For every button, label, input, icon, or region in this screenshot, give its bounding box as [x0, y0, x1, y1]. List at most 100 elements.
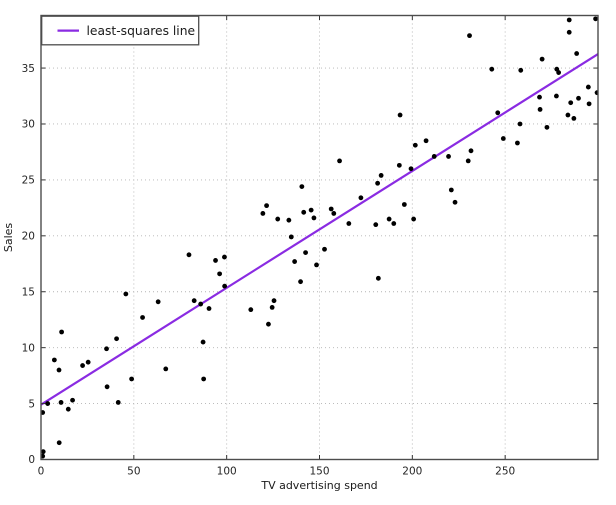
data-point: [70, 397, 75, 403]
y-tick-label: 10: [22, 342, 35, 354]
data-point: [191, 298, 197, 304]
data-point: [566, 29, 572, 35]
data-point: [586, 101, 592, 107]
data-point: [401, 202, 407, 207]
data-point: [515, 140, 520, 146]
data-point: [322, 246, 327, 252]
data-point: [222, 254, 227, 260]
data-point: [45, 401, 51, 406]
data-point: [568, 100, 574, 106]
x-tick-label: 50: [127, 466, 140, 478]
data-point: [58, 400, 64, 405]
y-tick-label: 25: [22, 175, 35, 187]
data-point: [328, 206, 334, 212]
data-point: [452, 199, 458, 205]
data-point: [337, 158, 342, 164]
data-point: [358, 195, 364, 201]
data-point: [386, 216, 392, 222]
x-tick-label: 100: [217, 466, 237, 478]
data-point: [396, 162, 402, 168]
data-point: [375, 180, 381, 186]
data-point: [566, 17, 572, 23]
data-point: [123, 291, 129, 297]
y-tick-label: 0: [28, 454, 35, 466]
data-point: [213, 258, 218, 263]
data-point: [465, 158, 471, 164]
data-point: [129, 376, 135, 382]
data-point: [495, 110, 501, 116]
y-axis-label: Sales: [2, 223, 15, 253]
data-point: [373, 222, 379, 228]
data-point: [286, 217, 292, 223]
data-point: [271, 298, 277, 304]
data-point: [593, 16, 598, 22]
data-point: [539, 56, 545, 62]
data-layer: [41, 16, 598, 459]
data-point: [85, 359, 91, 365]
data-point: [303, 250, 308, 255]
data-point: [314, 262, 319, 268]
data-point: [576, 95, 581, 101]
data-point: [201, 376, 207, 382]
data-point: [264, 203, 269, 209]
data-point: [59, 329, 65, 335]
legend-label: least-squares line: [87, 24, 196, 38]
x-tick-label: 250: [495, 466, 515, 478]
data-point: [260, 211, 266, 216]
data-point: [537, 94, 542, 100]
x-tick-label: 200: [402, 466, 422, 478]
plot-border: [40, 14, 599, 461]
data-point: [489, 66, 495, 72]
data-point: [537, 107, 543, 112]
data-point: [299, 184, 305, 190]
data-point: [431, 154, 437, 159]
regression-line: [41, 52, 598, 406]
data-point: [222, 283, 228, 289]
data-point: [594, 90, 598, 96]
grid-layer: [40, 15, 598, 460]
y-tick-label: 35: [22, 63, 35, 75]
data-point: [41, 410, 46, 415]
data-point: [518, 67, 524, 73]
data-point: [375, 275, 381, 281]
data-point: [311, 215, 317, 221]
data-point: [275, 216, 281, 222]
data-point: [41, 453, 46, 459]
data-point: [500, 136, 506, 141]
data-point: [378, 173, 384, 178]
data-point: [574, 51, 580, 56]
data-point: [155, 299, 161, 305]
x-axis-label: TV advertising spend: [260, 479, 377, 492]
plot-area: [41, 15, 598, 460]
data-point: [186, 252, 192, 258]
y-tick-label: 5: [28, 398, 35, 410]
data-point: [206, 306, 212, 311]
data-point: [544, 124, 550, 130]
data-point: [423, 138, 429, 144]
data-point: [467, 33, 472, 39]
data-point: [565, 112, 571, 118]
data-point: [292, 259, 298, 264]
data-point: [104, 384, 110, 390]
data-point: [446, 154, 451, 159]
data-point: [56, 367, 62, 373]
data-point: [585, 84, 591, 90]
data-point: [331, 211, 337, 216]
data-point: [248, 307, 254, 313]
data-point: [301, 209, 307, 215]
data-point: [397, 112, 403, 118]
data-point: [346, 221, 352, 226]
data-point: [554, 93, 559, 99]
data-point: [266, 321, 271, 327]
data-point: [411, 216, 417, 222]
data-point: [217, 271, 223, 277]
data-point: [468, 148, 474, 154]
x-tick-label: 0: [38, 466, 45, 478]
data-point: [391, 221, 397, 226]
x-tick-label: 150: [309, 466, 329, 478]
data-point: [80, 363, 85, 368]
data-point: [56, 440, 62, 446]
data-point: [517, 121, 523, 127]
